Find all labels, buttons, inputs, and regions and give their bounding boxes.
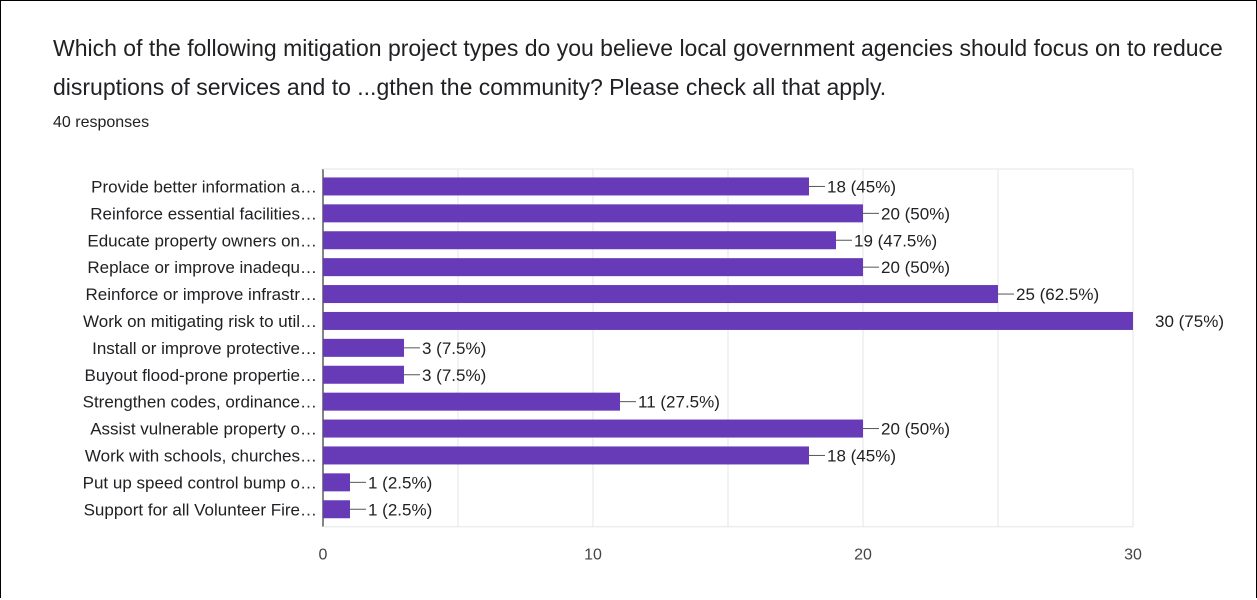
data-label: 25 (62.5%): [1016, 285, 1099, 304]
x-tick-label: 10: [584, 547, 602, 564]
data-label: 18 (45%): [827, 177, 896, 196]
category-label: Buyout flood-prone propertie…: [85, 366, 317, 385]
bar: [323, 473, 350, 492]
bar: [323, 231, 836, 250]
response-count: 40 responses: [53, 114, 150, 131]
data-label: 30 (75%): [1155, 312, 1224, 331]
data-label: 1 (2.5%): [368, 473, 432, 492]
category-label: Replace or improve inadequ…: [87, 258, 317, 277]
labels: 0 10 20 30 Provide better information a… 18 (…: [83, 177, 1224, 563]
category-label: Educate property owners on…: [87, 231, 317, 250]
data-label: 20 (50%): [881, 258, 950, 277]
bar: [323, 500, 350, 519]
bar: [323, 446, 809, 465]
category-label: Reinforce essential facilities…: [90, 204, 317, 223]
question-title: Which of the following mitigation projec…: [53, 35, 1223, 100]
category-label: Put up speed control bump o…: [83, 473, 317, 492]
data-label: 20 (50%): [881, 204, 950, 223]
x-tick-label: 20: [854, 547, 872, 564]
category-label: Provide better information a…: [91, 177, 317, 196]
bar: [323, 177, 809, 196]
data-label: 3 (7.5%): [422, 366, 486, 385]
bar: [323, 311, 1133, 330]
grid-lines: [322, 168, 1134, 528]
x-tick-label: 30: [1124, 547, 1142, 564]
category-label: Support for all Volunteer Fire…: [84, 500, 317, 519]
category-label: Install or improve protective…: [92, 339, 317, 358]
category-label: Reinforce or improve infrastr…: [86, 285, 317, 304]
data-label: 20 (50%): [881, 420, 950, 439]
bar: [323, 258, 863, 277]
category-label: Assist vulnerable property o…: [90, 420, 317, 439]
data-label: 19 (47.5%): [854, 231, 937, 250]
bar: [323, 365, 404, 384]
data-label: 11 (27.5%): [638, 393, 720, 412]
bar: [323, 285, 998, 304]
bar: [323, 204, 863, 223]
category-label: Work with schools, churches…: [85, 446, 317, 465]
data-label: 18 (45%): [827, 446, 896, 465]
bar: [323, 392, 620, 411]
bar: [323, 338, 404, 357]
data-label: 3 (7.5%): [422, 339, 486, 358]
x-tick-label: 0: [319, 547, 328, 564]
data-label: 1 (2.5%): [368, 500, 432, 519]
bars: [323, 177, 1133, 519]
bar: [323, 419, 863, 438]
category-label: Strengthen codes, ordinance…: [83, 393, 317, 412]
category-label: Work on mitigating risk to util…: [83, 312, 317, 331]
